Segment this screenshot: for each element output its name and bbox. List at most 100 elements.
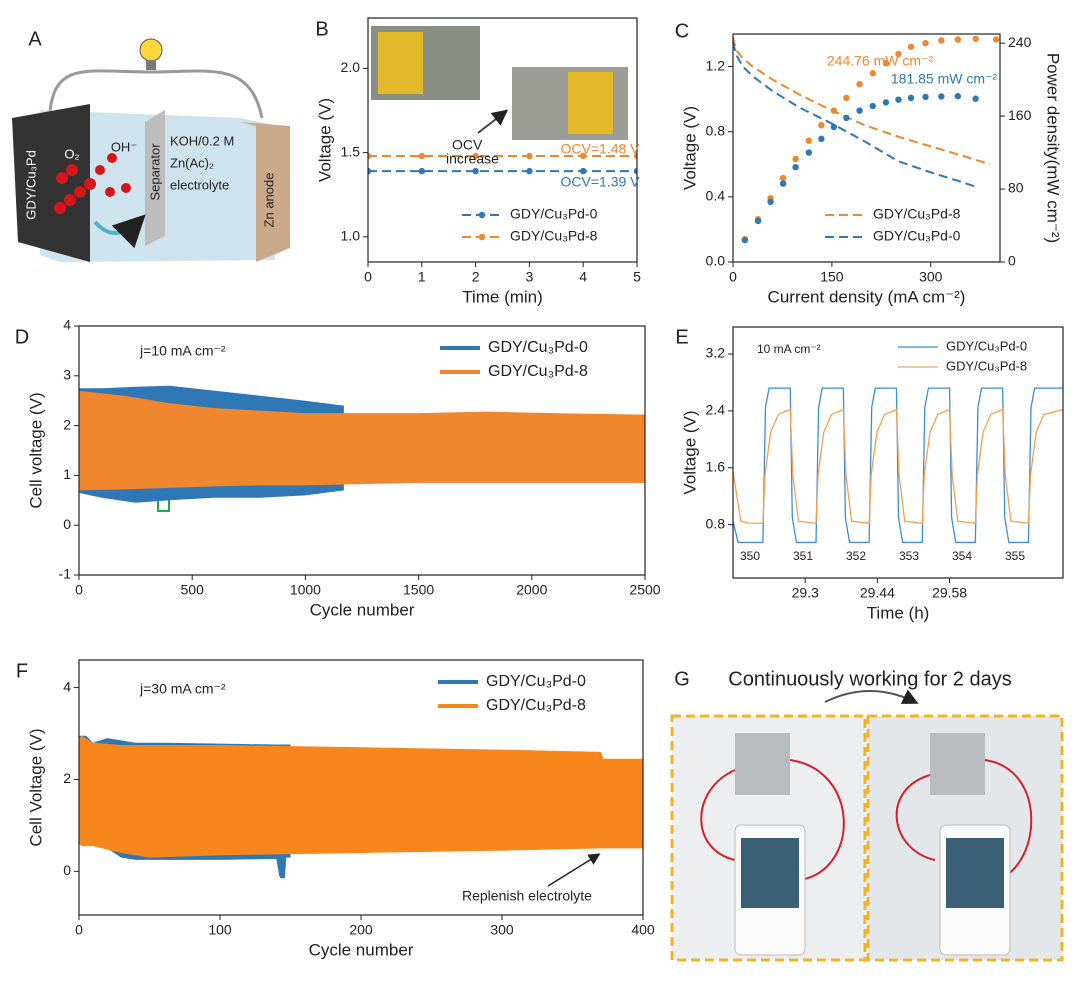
molecules xyxy=(54,153,131,214)
point xyxy=(418,152,425,160)
point xyxy=(938,37,945,44)
point xyxy=(472,167,479,175)
y-tick-label: -1 xyxy=(59,566,72,582)
point xyxy=(472,152,479,160)
cell-diagram: GDY/Cu₃Pd O₂ OH⁻ Separator KOH/0.2 M Zn(… xyxy=(12,38,290,262)
x-tick-label: 1500 xyxy=(403,582,434,598)
legend-label: GDY/Cu₃Pd-8 xyxy=(873,206,961,222)
annotation: 244.76 mW cm⁻² xyxy=(827,53,934,69)
point xyxy=(882,59,890,67)
point xyxy=(805,149,813,156)
plot-area xyxy=(79,735,643,879)
point xyxy=(972,95,979,102)
y-tick-label: 0.4 xyxy=(706,188,726,204)
plot-frame xyxy=(78,325,646,576)
y-tick-label: 0 xyxy=(63,862,71,878)
point xyxy=(869,70,876,77)
cycling-band xyxy=(79,735,643,858)
y-tick-label: 3 xyxy=(63,367,71,383)
x-tick-label: 29.3 xyxy=(792,585,819,601)
ocv-arrow xyxy=(477,109,509,134)
plot-frame xyxy=(732,326,1064,579)
point xyxy=(792,155,799,163)
plot-area xyxy=(368,152,637,175)
x-tick-label: 0 xyxy=(364,269,372,285)
plot-frame xyxy=(367,17,638,263)
point xyxy=(779,180,787,187)
legend-label: GDY/Cu₃Pd-8 xyxy=(510,228,598,244)
point xyxy=(792,163,799,171)
point xyxy=(741,236,749,244)
point xyxy=(972,35,979,42)
x-tick-label: 2 xyxy=(472,269,480,285)
y-tick-label: 4 xyxy=(63,678,71,694)
panel-label: B xyxy=(315,18,328,40)
x-axis-label: Time (min) xyxy=(462,287,543,306)
annotation: 351 xyxy=(793,549,813,563)
y2-tick-label: 240 xyxy=(1008,34,1032,50)
y-axis-label: Cell Voltage (V) xyxy=(26,728,45,846)
point xyxy=(526,152,533,160)
annotation: OCV=1.48 V xyxy=(561,141,641,157)
x-axis-label: Cycle number xyxy=(310,600,415,619)
electrolyte-label: KOH/0.2 M xyxy=(170,133,234,148)
legend-label: GDY/Cu₃Pd-0 xyxy=(510,206,598,222)
replenish-arrow xyxy=(547,853,601,887)
plot-area xyxy=(733,35,1000,244)
point xyxy=(954,92,962,100)
y-tick-label: 2.4 xyxy=(706,402,726,418)
point xyxy=(922,39,929,47)
point xyxy=(843,114,850,122)
cathode xyxy=(12,104,90,262)
annotation: 352 xyxy=(846,549,866,563)
x-tick-label: 29.58 xyxy=(932,585,967,601)
y-tick-label: 2 xyxy=(63,770,71,786)
y2-axis-label: Power density(mW cm⁻²) xyxy=(1044,53,1063,243)
point xyxy=(633,152,637,160)
y-tick-label: 0.8 xyxy=(706,122,726,138)
x-tick-label: 200 xyxy=(349,922,373,938)
x-tick-label: 1 xyxy=(418,269,426,285)
anode-label: Zn anode xyxy=(261,173,276,228)
bulb-base xyxy=(146,60,156,70)
y-tick-label: 1.5 xyxy=(341,143,361,159)
point xyxy=(580,167,587,175)
caption-arrow xyxy=(824,689,919,704)
x-tick-label: 150 xyxy=(820,269,844,285)
x-tick-label: 100 xyxy=(208,922,232,938)
plot-frame xyxy=(732,33,1001,263)
multimeter xyxy=(568,72,613,134)
legend-label: GDY/Cu₃Pd-8 xyxy=(488,363,588,380)
y-axis-label: Voltage (V) xyxy=(680,410,699,494)
electrolyte-label: Zn(Ac)₂ xyxy=(170,155,214,170)
legend-label: GDY/Cu₃Pd-0 xyxy=(946,338,1027,353)
x-tick-label: 2500 xyxy=(629,582,660,598)
annotation: 181.85 mW cm⁻² xyxy=(891,71,998,87)
point xyxy=(368,167,372,175)
annotation: j=10 mA cm⁻² xyxy=(139,343,226,359)
point xyxy=(779,174,787,182)
x-axis-label: Time (h) xyxy=(867,603,930,622)
multimeter xyxy=(378,32,423,94)
cycling-band xyxy=(79,390,645,491)
annotation: 354 xyxy=(952,549,972,563)
point xyxy=(818,135,825,143)
point xyxy=(856,80,863,88)
x-tick-label: 300 xyxy=(919,269,943,285)
point xyxy=(418,167,425,175)
point xyxy=(922,93,929,101)
hydroxide-label: OH⁻ xyxy=(111,139,137,154)
x-tick-label: 0 xyxy=(75,582,83,598)
point xyxy=(767,198,774,206)
panel-label: E xyxy=(675,326,688,348)
y-tick-label: 4 xyxy=(63,317,71,333)
y2-tick-label: 160 xyxy=(1008,107,1032,123)
photos xyxy=(670,714,1064,962)
cycle-arrow xyxy=(93,214,146,249)
legend-label: GDY/Cu₃Pd-0 xyxy=(873,228,961,244)
x-axis-label: Current density (mA cm⁻²) xyxy=(768,287,966,306)
point xyxy=(907,94,915,102)
x-tick-label: 500 xyxy=(181,582,205,598)
point xyxy=(633,167,637,175)
